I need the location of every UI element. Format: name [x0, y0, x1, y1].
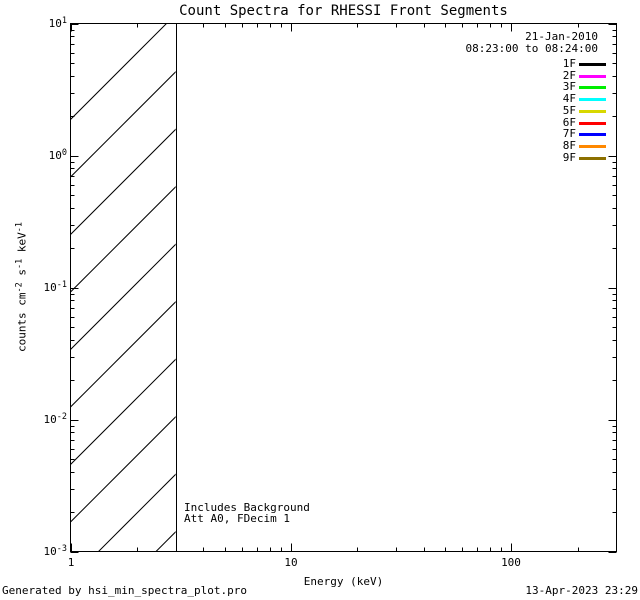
legend-label-8F: 8F — [562, 138, 576, 152]
legend-label-1F: 1F — [562, 57, 576, 70]
legend-swatch-8F — [579, 144, 606, 148]
x-tick-label-100: 100 — [501, 556, 521, 569]
legend-label-3F: 3F — [562, 80, 576, 94]
legend-label-9F: 9F — [562, 150, 576, 164]
generation-timestamp: 13-Apr-2023 23:29 — [525, 584, 638, 597]
legend-swatch-7F — [579, 133, 606, 137]
legend-swatch-3F — [579, 86, 606, 90]
generated-by-text: Generated by hsi_min_spectra_plot.pro — [2, 584, 248, 597]
legend-swatch-2F — [579, 74, 606, 78]
legend-label-7F: 7F — [562, 127, 576, 141]
y-tick-label-10e-3: 10-3 — [43, 544, 68, 558]
y-tick-label-10e0: 100 — [48, 148, 67, 162]
x-tick-label-1: 1 — [67, 556, 75, 569]
annotation-attenuator-state: Att A0, FDecim 1 — [184, 512, 290, 525]
plot-frame — [70, 23, 617, 552]
legend-label-4F: 4F — [562, 92, 576, 106]
x-axis-label: Energy (keV) — [303, 575, 384, 588]
legend-swatch-1F — [579, 63, 606, 66]
observation-time-range: 08:23:00 to 08:24:00 — [465, 42, 598, 55]
observation-date: 21-Jan-2010 — [525, 30, 598, 43]
x-tick-label-10: 10 — [284, 556, 298, 569]
y-tick-label-10e1: 101 — [48, 16, 67, 30]
annotation-includes-background: Includes Background — [184, 501, 310, 514]
legend-swatch-6F — [579, 121, 606, 125]
legend-swatch-9F — [579, 156, 606, 160]
legend-label-5F: 5F — [562, 103, 576, 117]
legend-label-2F: 2F — [562, 68, 576, 82]
y-axis-label: counts cm-2 s-1 keV-1 — [14, 221, 29, 353]
y-tick-label-10e-2: 10-2 — [43, 412, 68, 426]
y-tick-label-10e-1: 10-1 — [43, 280, 68, 294]
legend-swatch-5F — [579, 109, 606, 113]
legend-label-6F: 6F — [562, 115, 576, 129]
chart-title: Count Spectra for RHESSI Front Segments — [179, 3, 508, 19]
legend-swatch-4F — [579, 98, 606, 102]
